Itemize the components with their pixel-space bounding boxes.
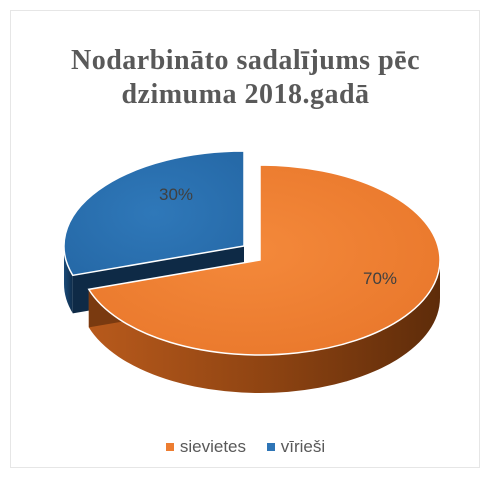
chart-title: Nodarbināto sadalījums pēc dzimuma 2018.… [0, 44, 491, 112]
chart-title-line-2: dzimuma 2018.gadā [121, 79, 370, 110]
chart-title-line-1: Nodarbināto sadalījums pēc [70, 45, 421, 76]
data-label-virie: 30% [159, 185, 193, 204]
legend-item-sievietes: sievietes [165, 437, 246, 457]
pie-slice-sievietes [87, 164, 441, 356]
legend-label-sievietes: sievietes [179, 437, 246, 456]
pie-slice-virie [63, 150, 245, 277]
legend-item-virie: vīrieši [266, 437, 326, 457]
chart-legend: sievietes vīrieši [0, 436, 491, 457]
legend-swatch-sievietes [165, 443, 174, 451]
slice-side-sievietes [88, 260, 441, 394]
data-label-sievietes: 70% [363, 269, 397, 288]
legend-label-virie: vīrieši [280, 437, 326, 456]
legend-swatch-virie [266, 443, 275, 451]
